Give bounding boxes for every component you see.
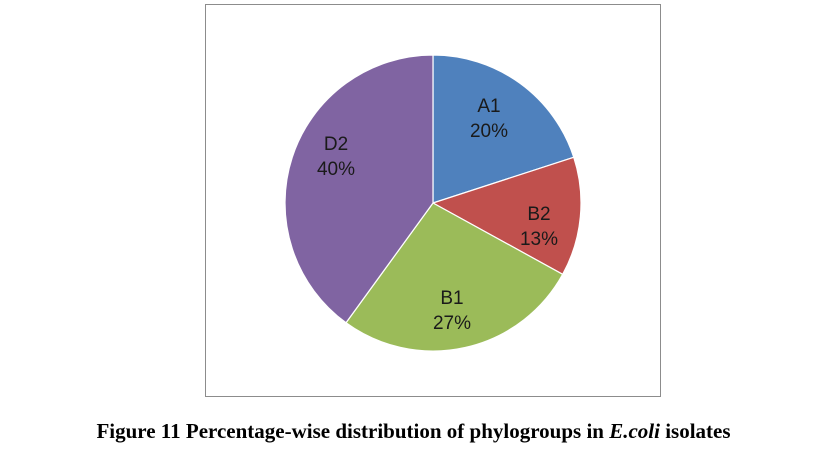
caption-prefix: Figure 11 Percentage-wise distribution o… xyxy=(96,419,610,443)
caption-italic: E.coli xyxy=(609,419,660,443)
slice-value-b1: 27% xyxy=(433,313,471,334)
slice-value-a1: 20% xyxy=(470,121,508,142)
slice-value-b2: 13% xyxy=(520,229,558,250)
pie-slice-a1 xyxy=(432,54,575,204)
slice-name-d2: D2 xyxy=(324,134,348,155)
slice-name-a1: A1 xyxy=(477,96,500,117)
figure-caption: Figure 11 Percentage-wise distribution o… xyxy=(0,419,827,444)
slice-value-d2: 40% xyxy=(317,159,355,180)
pie-chart: A1 20% B2 13% B1 27% D2 40% xyxy=(284,54,582,352)
caption-suffix: isolates xyxy=(659,419,731,443)
pie-slice-b1 xyxy=(345,202,564,352)
pie-slice-d2 xyxy=(284,54,434,324)
slice-name-b1: B1 xyxy=(440,288,463,309)
slice-name-b2: B2 xyxy=(527,204,550,225)
chart-frame: A1 20% B2 13% B1 27% D2 40% xyxy=(205,4,661,397)
pie-slice-b2 xyxy=(431,156,582,276)
